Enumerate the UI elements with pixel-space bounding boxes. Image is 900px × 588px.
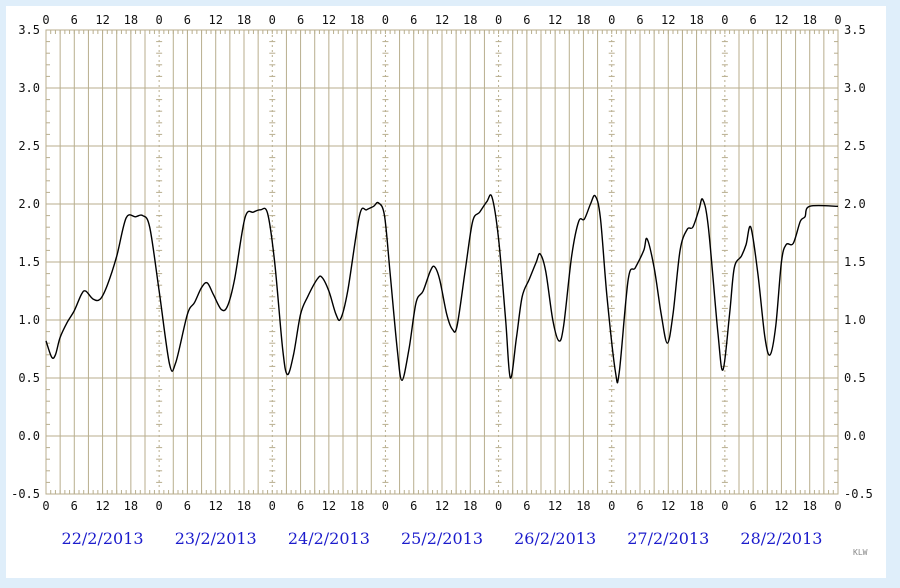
y-tick-label-left: 1.5 xyxy=(18,255,40,269)
x-tick-label-bottom: 18 xyxy=(576,499,590,513)
y-tick-label-right: 1.0 xyxy=(844,313,866,327)
x-tick-label-bottom: 6 xyxy=(523,499,530,513)
x-tick-label-bottom: 0 xyxy=(608,499,615,513)
y-tick-label-right: 3.5 xyxy=(844,23,866,37)
x-tick-label-top: 18 xyxy=(463,13,477,27)
x-tick-label-bottom: 18 xyxy=(124,499,138,513)
x-tick-label-bottom: 12 xyxy=(548,499,562,513)
x-tick-label-top: 6 xyxy=(750,13,757,27)
x-tick-label-top: 12 xyxy=(208,13,222,27)
series-line xyxy=(45,194,839,384)
y-tick-label-left: 3.5 xyxy=(18,23,40,37)
x-tick-label-top: 0 xyxy=(269,13,276,27)
x-tick-label-top: 18 xyxy=(124,13,138,27)
x-tick-label-top: 6 xyxy=(71,13,78,27)
x-tick-label-top: 18 xyxy=(689,13,703,27)
x-tick-label-bottom: 12 xyxy=(435,499,449,513)
x-tick-label-top: 18 xyxy=(576,13,590,27)
x-tick-label-bottom: 0 xyxy=(42,499,49,513)
x-tick-label-top: 0 xyxy=(382,13,389,27)
x-tick-label-bottom: 0 xyxy=(721,499,728,513)
x-tick-label-bottom: 18 xyxy=(237,499,251,513)
y-tick-label-left: 3.0 xyxy=(18,81,40,95)
x-tick-label-bottom: 12 xyxy=(95,499,109,513)
x-tick-label-bottom: 6 xyxy=(410,499,417,513)
y-tick-label-right: 3.0 xyxy=(844,81,866,95)
date-label: 24/2/2013 xyxy=(288,529,370,548)
chart-frame: 3.5 3.5 3.0 3.0 2.5 2.5 2.0 2.0 1.5 1.5 1.0 1.0 0.5 0… xyxy=(6,6,886,578)
grid xyxy=(45,29,839,495)
x-tick-label-bottom: 18 xyxy=(350,499,364,513)
x-tick-label-top: 0 xyxy=(608,13,615,27)
x-tick-label-bottom: 6 xyxy=(71,499,78,513)
y-tick-label-right: -0.5 xyxy=(844,487,873,501)
x-tick-label-top: 0 xyxy=(156,13,163,27)
x-tick-label-bottom: 0 xyxy=(382,499,389,513)
y-tick-label-right: 2.5 xyxy=(844,139,866,153)
y-tick-label-left: 2.5 xyxy=(18,139,40,153)
x-tick-label-top: 6 xyxy=(523,13,530,27)
x-tick-label-bottom: 12 xyxy=(774,499,788,513)
date-label: 23/2/2013 xyxy=(175,529,257,548)
date-label: 27/2/2013 xyxy=(627,529,709,548)
x-tick-label-top: 6 xyxy=(636,13,643,27)
x-tick-label-bottom: 18 xyxy=(802,499,816,513)
tide-chart: 3.5 3.5 3.0 3.0 2.5 2.5 2.0 2.0 1.5 1.5 1.0 1.0 0.5 0… xyxy=(11,13,873,557)
x-tick-label-top: 6 xyxy=(297,13,304,27)
y-tick-label-left: 1.0 xyxy=(18,313,40,327)
x-tick-label-top: 12 xyxy=(322,13,336,27)
date-label: 28/2/2013 xyxy=(740,529,822,548)
x-tick-label-top: 6 xyxy=(410,13,417,27)
x-tick-label-bottom: 6 xyxy=(750,499,757,513)
x-tick-label-top: 0 xyxy=(495,13,502,27)
x-tick-label-top: 6 xyxy=(184,13,191,27)
x-tick-label-bottom: 0 xyxy=(269,499,276,513)
date-label: 22/2/2013 xyxy=(62,529,144,548)
x-tick-label-bottom: 12 xyxy=(661,499,675,513)
date-label: 25/2/2013 xyxy=(401,529,483,548)
x-tick-label-top: 0 xyxy=(42,13,49,27)
y-tick-label-left: -0.5 xyxy=(11,487,40,501)
x-tick-label-top: 12 xyxy=(95,13,109,27)
tick-marks xyxy=(45,29,839,495)
x-tick-label-top: 12 xyxy=(661,13,675,27)
series xyxy=(45,194,839,384)
x-tick-label-bottom: 0 xyxy=(495,499,502,513)
x-tick-label-bottom: 0 xyxy=(834,499,841,513)
x-tick-label-bottom: 18 xyxy=(689,499,703,513)
y-tick-label-left: 2.0 xyxy=(18,197,40,211)
x-tick-label-bottom: 6 xyxy=(297,499,304,513)
x-tick-label-top: 0 xyxy=(834,13,841,27)
x-tick-label-top: 18 xyxy=(237,13,251,27)
axis-labels: 3.5 3.5 3.0 3.0 2.5 2.5 2.0 2.0 1.5 1.5 1.0 1.0 0.5 0… xyxy=(11,13,873,513)
y-tick-label-right: 0.5 xyxy=(844,371,866,385)
date-label: 26/2/2013 xyxy=(514,529,596,548)
x-tick-label-top: 12 xyxy=(435,13,449,27)
x-tick-label-top: 12 xyxy=(774,13,788,27)
y-tick-label-right: 2.0 xyxy=(844,197,866,211)
x-tick-label-bottom: 6 xyxy=(636,499,643,513)
date-labels: 22/2/2013 23/2/2013 24/2/2013 25/2/2013 26/2… xyxy=(62,529,823,548)
x-tick-label-bottom: 12 xyxy=(208,499,222,513)
x-tick-label-top: 18 xyxy=(802,13,816,27)
x-tick-label-bottom: 18 xyxy=(463,499,477,513)
y-tick-label-right: 0.0 xyxy=(844,429,866,443)
y-tick-label-left: 0.0 xyxy=(18,429,40,443)
y-tick-label-left: 0.5 xyxy=(18,371,40,385)
x-tick-label-bottom: 6 xyxy=(184,499,191,513)
credit-label: KLW xyxy=(853,548,868,557)
x-tick-label-top: 12 xyxy=(548,13,562,27)
x-tick-label-bottom: 0 xyxy=(156,499,163,513)
x-tick-label-bottom: 12 xyxy=(322,499,336,513)
x-tick-label-top: 0 xyxy=(721,13,728,27)
x-tick-label-top: 18 xyxy=(350,13,364,27)
y-tick-label-right: 1.5 xyxy=(844,255,866,269)
